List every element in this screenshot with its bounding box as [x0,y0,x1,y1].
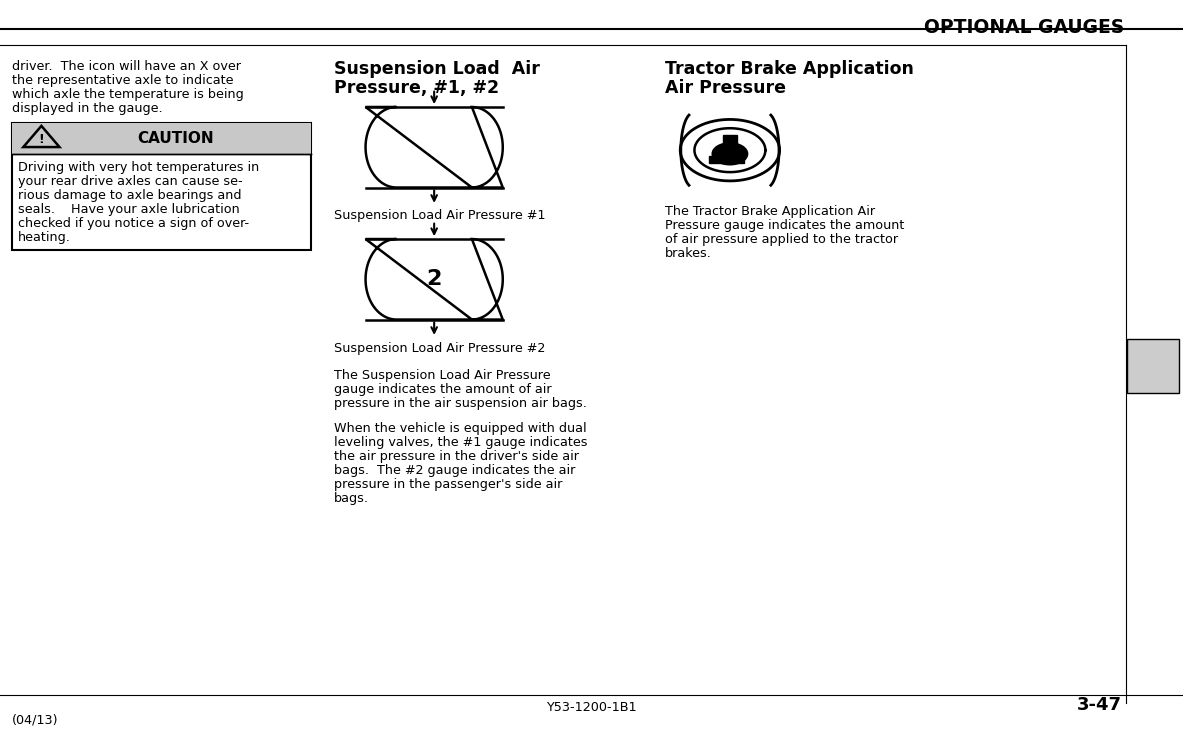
Text: 3-47: 3-47 [1077,695,1121,714]
Text: Suspension Load Air Pressure #1: Suspension Load Air Pressure #1 [334,209,545,223]
Text: leveling valves, the #1 gauge indicates: leveling valves, the #1 gauge indicates [334,436,587,449]
Text: The Tractor Brake Application Air: The Tractor Brake Application Air [665,205,875,218]
Bar [12,123,311,250]
Text: of air pressure applied to the tractor: of air pressure applied to the tractor [665,233,898,246]
Text: !: ! [39,133,44,146]
Text: CAUTION: CAUTION [137,131,214,146]
Text: the representative axle to indicate: the representative axle to indicate [12,74,233,87]
Text: Pressure, #1, #2: Pressure, #1, #2 [334,79,499,97]
Bar [723,135,737,146]
Text: driver.  The icon will have an X over: driver. The icon will have an X over [12,60,241,73]
Bar [709,156,744,163]
Text: Pressure gauge indicates the amount: Pressure gauge indicates the amount [665,219,904,232]
Text: heating.: heating. [18,231,71,244]
Text: Y53-1200-1B1: Y53-1200-1B1 [547,701,636,714]
Text: Tractor Brake Application: Tractor Brake Application [665,60,913,78]
Text: your rear drive axles can cause se-: your rear drive axles can cause se- [18,175,243,188]
Text: rious damage to axle bearings and: rious damage to axle bearings and [18,189,241,202]
Bar [12,123,311,154]
Text: Suspension Load Air Pressure #2: Suspension Load Air Pressure #2 [334,342,545,354]
Text: checked if you notice a sign of over-: checked if you notice a sign of over- [18,217,248,230]
Circle shape [712,143,748,165]
Text: seals.    Have your axle lubrication: seals. Have your axle lubrication [18,203,239,216]
Text: displayed in the gauge.: displayed in the gauge. [12,102,162,115]
Text: brakes.: brakes. [665,247,712,260]
Text: Suspension Load  Air: Suspension Load Air [334,60,539,78]
Text: gauge indicates the amount of air: gauge indicates the amount of air [334,384,551,396]
Text: which axle the temperature is being: which axle the temperature is being [12,88,244,101]
Text: 2: 2 [427,269,441,289]
Text: The Suspension Load Air Pressure: The Suspension Load Air Pressure [334,370,550,382]
Text: pressure in the passenger's side air: pressure in the passenger's side air [334,478,562,491]
Text: (04/13): (04/13) [12,714,58,727]
Text: 3: 3 [1145,354,1162,378]
Text: bags.: bags. [334,492,369,505]
Text: bags.  The #2 gauge indicates the air: bags. The #2 gauge indicates the air [334,464,575,477]
Text: pressure in the air suspension air bags.: pressure in the air suspension air bags. [334,397,587,410]
Text: Driving with very hot temperatures in: Driving with very hot temperatures in [18,161,259,174]
Text: the air pressure in the driver's side air: the air pressure in the driver's side ai… [334,450,578,463]
Text: OPTIONAL GAUGES: OPTIONAL GAUGES [924,18,1124,37]
Text: Air Pressure: Air Pressure [665,79,786,97]
Bar [1127,338,1179,394]
Text: When the vehicle is equipped with dual: When the vehicle is equipped with dual [334,422,587,436]
